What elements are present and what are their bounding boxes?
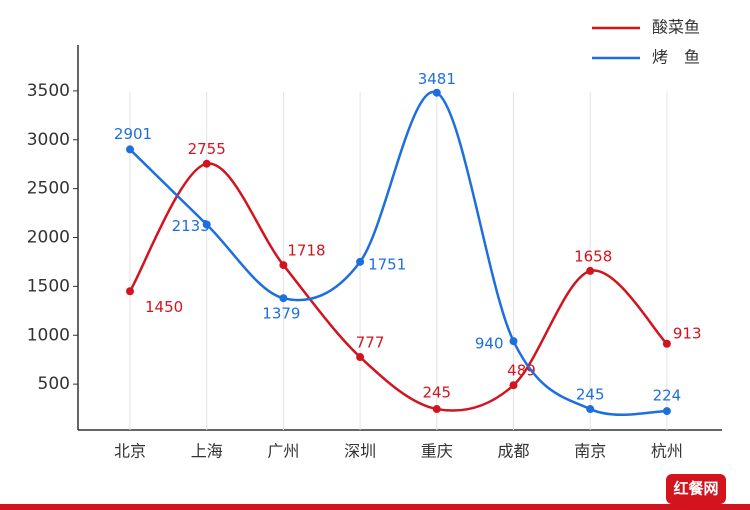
legend-label: 烤 鱼 (652, 48, 700, 67)
x-tick-label: 上海 (191, 442, 223, 461)
point (126, 145, 134, 154)
data-label: 1379 (262, 305, 300, 323)
point (662, 339, 671, 348)
point (509, 337, 518, 346)
data-label: 245 (422, 384, 451, 402)
point (356, 353, 365, 362)
data-label: 245 (576, 386, 605, 404)
x-tick-label: 广州 (267, 442, 299, 461)
watermark: 红餐网 (673, 480, 718, 498)
data-label: 940 (475, 335, 504, 353)
y-tick-label: 3000 (27, 130, 70, 150)
point (509, 381, 518, 390)
data-label: 913 (673, 324, 702, 342)
data-label: 1658 (574, 247, 612, 265)
point (202, 159, 211, 168)
data-label: 777 (356, 334, 385, 352)
point (586, 266, 595, 275)
logo-box (666, 474, 726, 504)
x-tick-label: 成都 (497, 442, 529, 461)
point (432, 88, 441, 97)
line (129, 90, 667, 416)
data-label: 3481 (418, 70, 456, 88)
point (279, 261, 288, 270)
point (126, 287, 134, 296)
data-label: 224 (653, 387, 682, 405)
x-tick-label: 重庆 (421, 442, 453, 461)
y-tick-label: 1000 (27, 325, 70, 345)
y-tick-label: 2500 (27, 179, 70, 199)
y-tick-label: 2000 (27, 228, 70, 248)
point (202, 220, 211, 229)
data-label: 1751 (368, 255, 406, 273)
data-label: 1718 (287, 242, 325, 260)
x-tick-label: 北京 (114, 442, 146, 461)
point (662, 407, 671, 416)
point (356, 257, 365, 266)
point (586, 405, 595, 414)
point (432, 405, 441, 414)
data-label: 2133 (172, 217, 210, 235)
legend-label: 酸菜鱼 (652, 18, 700, 37)
data-label: 1450 (145, 298, 183, 316)
y-tick-label: 3500 (27, 81, 70, 101)
point (279, 294, 288, 303)
data-label: 2901 (114, 125, 152, 143)
y-tick-label: 500 (38, 374, 70, 394)
y-tick-label: 1500 (27, 276, 70, 296)
x-tick-label: 杭州 (651, 442, 683, 461)
data-label: 2755 (188, 140, 226, 158)
bottom-band (0, 504, 750, 510)
x-tick-label: 南京 (574, 442, 606, 461)
x-tick-label: 深圳 (344, 442, 376, 461)
